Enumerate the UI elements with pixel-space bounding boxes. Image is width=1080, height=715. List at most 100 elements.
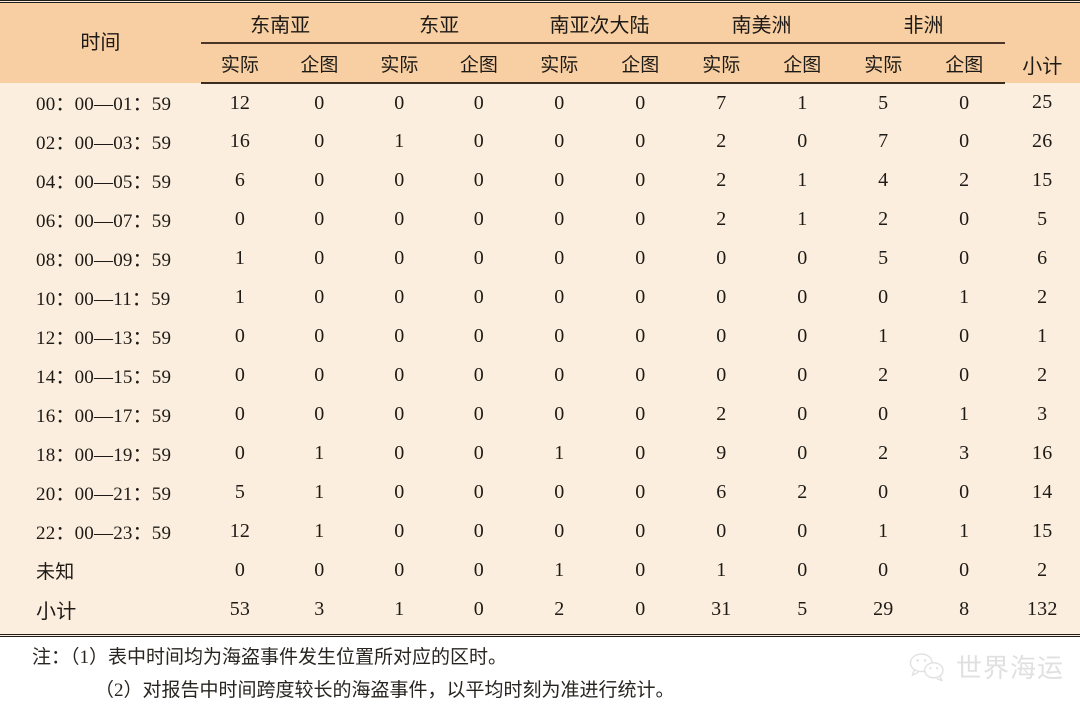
table-cell: 29 (842, 590, 925, 629)
table-row: 10：00—11：59 1 0 0 0 0 0 0 0 0 1 2 (0, 278, 1080, 317)
table-cell: 0 (279, 161, 360, 200)
table-cell: 0 (439, 551, 519, 590)
table-cell: 0 (600, 512, 681, 551)
table-cell: 0 (680, 512, 763, 551)
table-cell: 0 (439, 239, 519, 278)
table-row: 08：00—09：59 1 0 0 0 0 0 0 0 5 0 6 (0, 239, 1080, 278)
table-cell: 0 (842, 278, 925, 317)
table-cell: 5 (842, 239, 925, 278)
table-cell: 1 (924, 512, 1005, 551)
table-cell: 0 (762, 239, 843, 278)
table-cell: 0 (279, 356, 360, 395)
table-cell: 0 (439, 590, 519, 629)
table-cell: 2 (680, 161, 763, 200)
table-cell: 0 (439, 161, 519, 200)
table-row: 06：00—07：59 0 0 0 0 0 0 2 1 2 0 5 (0, 200, 1080, 239)
table-cell: 0 (762, 434, 843, 473)
table-body: 00：00—01：59 12 0 0 0 0 0 7 1 5 0 25 02：00—03：59 16 0 1 0… (0, 83, 1080, 629)
table-cell: 0 (439, 512, 519, 551)
table-cell: 0 (762, 356, 843, 395)
table-cell: 0 (600, 551, 681, 590)
table-cell: 0 (600, 161, 681, 200)
watermark: 世界海运 (908, 648, 1064, 685)
table-cell: 0 (439, 278, 519, 317)
table-cell-subtotal: 1 (1004, 317, 1080, 356)
table-cell: 0 (924, 83, 1005, 122)
header-subtotal: 小计 (1004, 3, 1080, 83)
table-cell: 0 (279, 239, 360, 278)
header-sub-africa-actual: 实际 (842, 43, 925, 84)
table-cell: 0 (600, 590, 681, 629)
table-cell: 0 (439, 122, 519, 161)
watermark-text: 世界海运 (955, 653, 1064, 683)
table-cell: 1 (762, 161, 843, 200)
table-cell: 0 (600, 239, 681, 278)
table-cell: 0 (924, 473, 1005, 512)
table-cell: 0 (359, 434, 440, 473)
table-cell: 12 (200, 83, 280, 122)
header-sub-africa-attempted: 企图 (924, 43, 1005, 84)
table-row-label: 06：00—07：59 (0, 200, 201, 239)
table-cell: 0 (518, 356, 601, 395)
table-row-label: 20：00—21：59 (0, 473, 201, 512)
table-cell: 3 (279, 590, 360, 629)
table-cell: 0 (200, 317, 280, 356)
table-cell: 2 (924, 161, 1005, 200)
table-cell-subtotal: 6 (1004, 239, 1080, 278)
table-cell: 0 (600, 122, 681, 161)
table-row-label: 02：00—03：59 (0, 122, 201, 161)
table-row-label: 08：00—09：59 (0, 239, 201, 278)
table-cell-subtotal: 5 (1004, 200, 1080, 239)
table-row: 14：00—15：59 0 0 0 0 0 0 0 0 2 0 2 (0, 356, 1080, 395)
table-cell-subtotal: 15 (1004, 512, 1080, 551)
table-row: 18：00—19：59 0 1 0 0 1 0 9 0 2 3 16 (0, 434, 1080, 473)
table-cell: 2 (518, 590, 601, 629)
table-cell: 7 (842, 122, 925, 161)
table-cell: 2 (842, 200, 925, 239)
table-cell: 0 (518, 239, 601, 278)
table-cell: 0 (924, 239, 1005, 278)
table-cell: 0 (924, 200, 1005, 239)
table-cell: 0 (359, 278, 440, 317)
table-cell: 0 (359, 551, 440, 590)
table-cell-subtotal: 16 (1004, 434, 1080, 473)
header-sub-south-asian-subcontinent-attempted: 企图 (600, 43, 681, 84)
table-cell: 1 (359, 122, 440, 161)
table-cell: 0 (359, 239, 440, 278)
table-cell: 0 (200, 434, 280, 473)
table-note-1: 注：（1）表中时间均为海盗事件发生位置所对应的区时。 (32, 647, 508, 668)
table-cell: 1 (200, 278, 280, 317)
table-cell: 0 (600, 278, 681, 317)
table-cell: 0 (680, 239, 763, 278)
table-cell: 1 (924, 395, 1005, 434)
table-cell: 1 (842, 317, 925, 356)
table-cell: 1 (518, 551, 601, 590)
header-time: 时间 (0, 3, 201, 83)
table-cell-subtotal: 132 (1004, 590, 1080, 629)
table-cell: 2 (680, 200, 763, 239)
table-cell: 1 (924, 278, 1005, 317)
table-cell: 0 (600, 356, 681, 395)
table-cell: 0 (518, 317, 601, 356)
pirate-incidents-table-container: 时间 东南亚 东亚 南亚次大陆 南美洲 非洲 小计 实际 企图 实际 企图 实际… (0, 0, 1080, 637)
table-cell: 0 (439, 356, 519, 395)
table-notes: 注：（1）表中时间均为海盗事件发生位置所对应的区时。 （2）对报告中时间跨度较长… (0, 641, 1080, 707)
table-cell: 0 (924, 317, 1005, 356)
table-header-sub-row: 实际 企图 实际 企图 实际 企图 实际 企图 实际 企图 (0, 43, 1080, 84)
table-cell: 0 (762, 512, 843, 551)
table-cell: 0 (439, 317, 519, 356)
header-group-east-asia: 东亚 (359, 3, 519, 44)
table-row-label: 小计 (0, 590, 201, 629)
table-cell: 0 (518, 395, 601, 434)
pirate-incidents-table: 时间 东南亚 东亚 南亚次大陆 南美洲 非洲 小计 实际 企图 实际 企图 实际… (0, 3, 1080, 629)
table-cell: 1 (279, 473, 360, 512)
table-cell-subtotal: 25 (1004, 83, 1080, 122)
table-cell: 1 (359, 590, 440, 629)
table-cell-subtotal: 26 (1004, 122, 1080, 161)
table-cell: 5 (762, 590, 843, 629)
table-row-label: 22：00—23：59 (0, 512, 201, 551)
header-sub-south-asian-subcontinent-actual: 实际 (518, 43, 601, 84)
table-cell: 6 (680, 473, 763, 512)
wechat-icon (908, 650, 948, 684)
